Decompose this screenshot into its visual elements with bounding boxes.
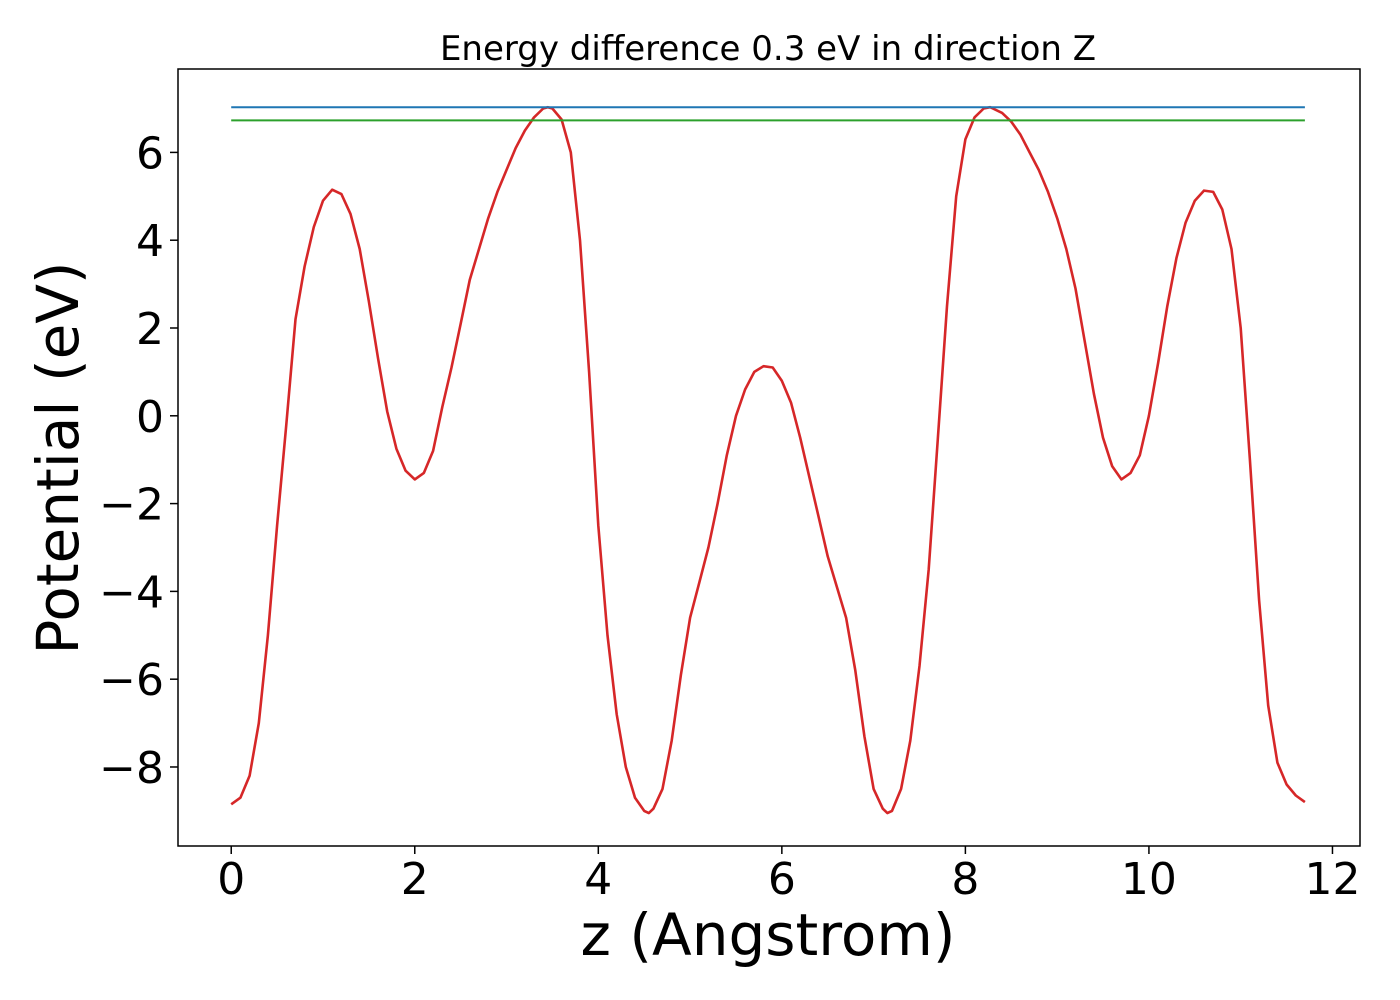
y-tick-label: −2: [99, 480, 164, 531]
x-tick-label: 6: [768, 854, 796, 905]
y-axis-ticks: −8 −6 −4 −2 0 2 4 6: [99, 128, 178, 794]
y-tick-label: −4: [99, 567, 164, 618]
x-tick-label: 0: [217, 854, 245, 905]
x-axis-ticks: 0 2 4 6 8 10 12: [217, 846, 1360, 905]
chart-title: Energy difference 0.3 eV in direction Z: [440, 29, 1096, 69]
x-tick-label: 4: [584, 854, 612, 905]
y-tick-label: −6: [99, 655, 164, 706]
y-tick-label: −8: [99, 743, 164, 794]
x-tick-label: 12: [1304, 854, 1360, 905]
x-tick-label: 10: [1121, 854, 1177, 905]
series-layer: [230, 105, 1306, 815]
y-tick-label: 6: [136, 128, 164, 179]
series-line-0: [230, 105, 1306, 815]
y-tick-label: 2: [136, 304, 164, 355]
y-tick-label: 4: [136, 216, 164, 267]
y-tick-label: 0: [136, 392, 164, 443]
plot-area-frame: [177, 68, 1361, 847]
x-tick-label: 2: [401, 854, 429, 905]
y-axis-label: Potential (eV): [24, 261, 92, 654]
x-tick-label: 8: [951, 854, 979, 905]
x-axis-label: z (Angstrom): [581, 901, 956, 969]
